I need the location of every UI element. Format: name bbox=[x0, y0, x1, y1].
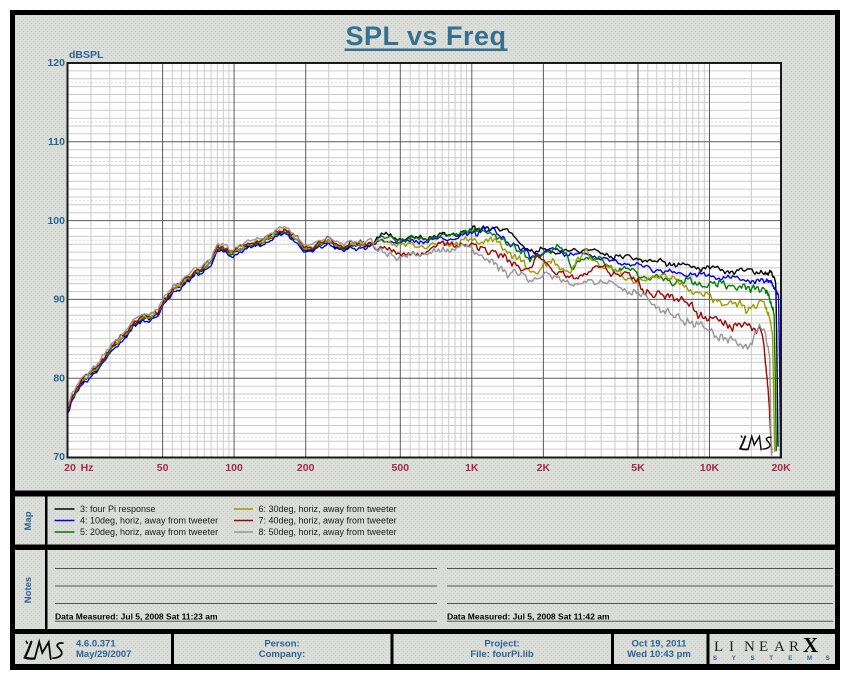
svg-text:1K: 1K bbox=[465, 462, 479, 474]
svg-text:A: A bbox=[774, 639, 785, 655]
svg-text:5K: 5K bbox=[631, 462, 645, 474]
svg-text:T: T bbox=[769, 656, 773, 662]
svg-text:120: 120 bbox=[47, 57, 65, 69]
svg-text:100: 100 bbox=[47, 215, 65, 227]
svg-text:S: S bbox=[826, 656, 830, 662]
svg-text:3: four Pi response: 3: four Pi response bbox=[80, 504, 156, 514]
svg-text:Person:: Person: bbox=[264, 639, 299, 650]
svg-text:N: N bbox=[744, 639, 755, 655]
svg-text:Project:: Project: bbox=[484, 639, 519, 650]
svg-text:10K: 10K bbox=[700, 462, 720, 474]
svg-text:500: 500 bbox=[392, 462, 410, 474]
svg-text:dBSPL: dBSPL bbox=[69, 49, 104, 61]
svg-text:SPL vs Freq: SPL vs Freq bbox=[345, 21, 506, 51]
svg-text:Y: Y bbox=[732, 656, 736, 662]
svg-text:M: M bbox=[807, 656, 812, 662]
svg-text:Notes: Notes bbox=[23, 577, 34, 603]
svg-text:5: 20deg, horiz, away from twe: 5: 20deg, horiz, away from tweeter bbox=[80, 527, 218, 537]
svg-text:6: 30deg, horiz, away from twe: 6: 30deg, horiz, away from tweeter bbox=[259, 504, 397, 514]
svg-text:L: L bbox=[714, 639, 723, 655]
svg-text:Data Measured: Jul 5, 2008 S: Data Measured: Jul 5, 2008 Sat 11:42 am bbox=[447, 612, 610, 622]
svg-text:4.6.0.371: 4.6.0.371 bbox=[76, 639, 116, 650]
svg-text:200: 200 bbox=[297, 462, 315, 474]
svg-text:May/29/2007: May/29/2007 bbox=[76, 649, 131, 660]
svg-text:80: 80 bbox=[53, 372, 65, 384]
svg-text:E: E bbox=[759, 639, 768, 655]
svg-text:4: 10deg, horiz, away from twe: 4: 10deg, horiz, away from tweeter bbox=[80, 516, 218, 526]
svg-text:S: S bbox=[713, 656, 717, 662]
svg-text:File: fourPi.lib: File: fourPi.lib bbox=[470, 649, 534, 660]
svg-text:I: I bbox=[729, 639, 734, 655]
svg-text:110: 110 bbox=[48, 136, 65, 148]
svg-text:100: 100 bbox=[225, 462, 243, 474]
svg-text:Oct 19, 2011: Oct 19, 2011 bbox=[632, 639, 688, 650]
svg-text:Hz: Hz bbox=[81, 462, 94, 474]
svg-text:R: R bbox=[789, 639, 799, 655]
svg-text:20: 20 bbox=[64, 462, 76, 474]
svg-text:E: E bbox=[788, 656, 792, 662]
svg-text:90: 90 bbox=[53, 294, 65, 306]
svg-text:Map: Map bbox=[23, 511, 34, 530]
svg-text:50: 50 bbox=[157, 462, 169, 474]
svg-text:Company:: Company: bbox=[259, 649, 305, 660]
svg-text:X: X bbox=[803, 633, 818, 657]
svg-text:7: 40deg, horiz, away from twe: 7: 40deg, horiz, away from tweeter bbox=[259, 516, 397, 526]
svg-text:Data Measured: Jul 5, 2008 S: Data Measured: Jul 5, 2008 Sat 11:23 am bbox=[55, 612, 218, 622]
svg-text:8: 50deg, horiz, away from twe: 8: 50deg, horiz, away from tweeter bbox=[259, 527, 397, 537]
svg-text:Wed 10:43 pm: Wed 10:43 pm bbox=[627, 649, 691, 660]
svg-text:S: S bbox=[751, 656, 755, 662]
svg-text:70: 70 bbox=[53, 451, 65, 463]
svg-text:2K: 2K bbox=[537, 462, 551, 474]
svg-text:20K: 20K bbox=[771, 462, 791, 474]
